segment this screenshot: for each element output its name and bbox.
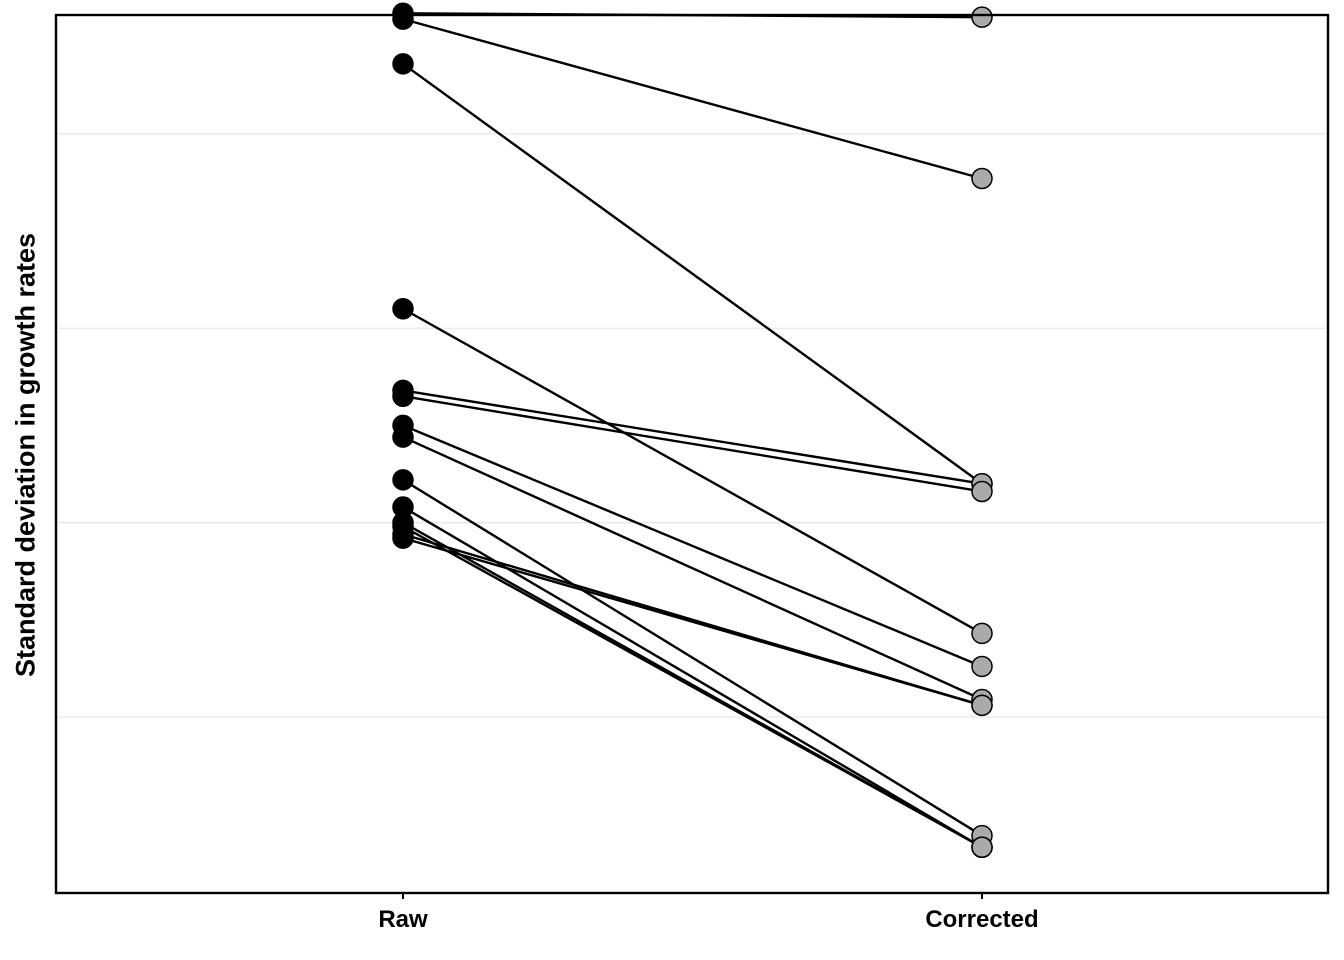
- series-line-13: [402, 536, 983, 707]
- corrected-point-11: [971, 836, 993, 858]
- series-line-5: [402, 395, 983, 493]
- raw-point-5: [392, 385, 414, 407]
- plot-border: [54, 13, 1330, 895]
- series-lines: [402, 12, 983, 849]
- corrected-point-6: [971, 655, 993, 678]
- x-tick-label-1: Corrected: [925, 906, 1038, 933]
- gridlines: [56, 133, 1328, 718]
- series-line-1: [402, 17, 983, 180]
- raw-point-2: [392, 53, 414, 75]
- corrected-point-13: [971, 694, 993, 717]
- y-axis-label: Standard deviation in growth rates: [10, 232, 41, 678]
- series-line-4: [402, 389, 983, 485]
- series-line-2: [402, 62, 983, 485]
- raw-point-1: [392, 8, 414, 30]
- corrected-point-0: [971, 6, 993, 28]
- corrected-point-3: [971, 622, 993, 645]
- corrected-point-5: [971, 480, 993, 503]
- series-line-6: [402, 424, 983, 668]
- raw-point-7: [392, 426, 414, 448]
- series-line-9: [402, 506, 983, 849]
- series-line-11: [402, 525, 983, 849]
- series-line-7: [402, 435, 983, 701]
- raw-point-13: [392, 527, 414, 549]
- series-line-3: [402, 307, 983, 635]
- x-tick-label-0: Raw: [378, 906, 428, 933]
- raw-point-8: [392, 469, 414, 491]
- x-tick-labels: Raw Corrected: [378, 893, 1039, 933]
- corrected-point-1: [971, 167, 993, 190]
- raw-point-3: [392, 298, 414, 320]
- series-line-8: [402, 478, 983, 837]
- data-points: [392, 2, 993, 858]
